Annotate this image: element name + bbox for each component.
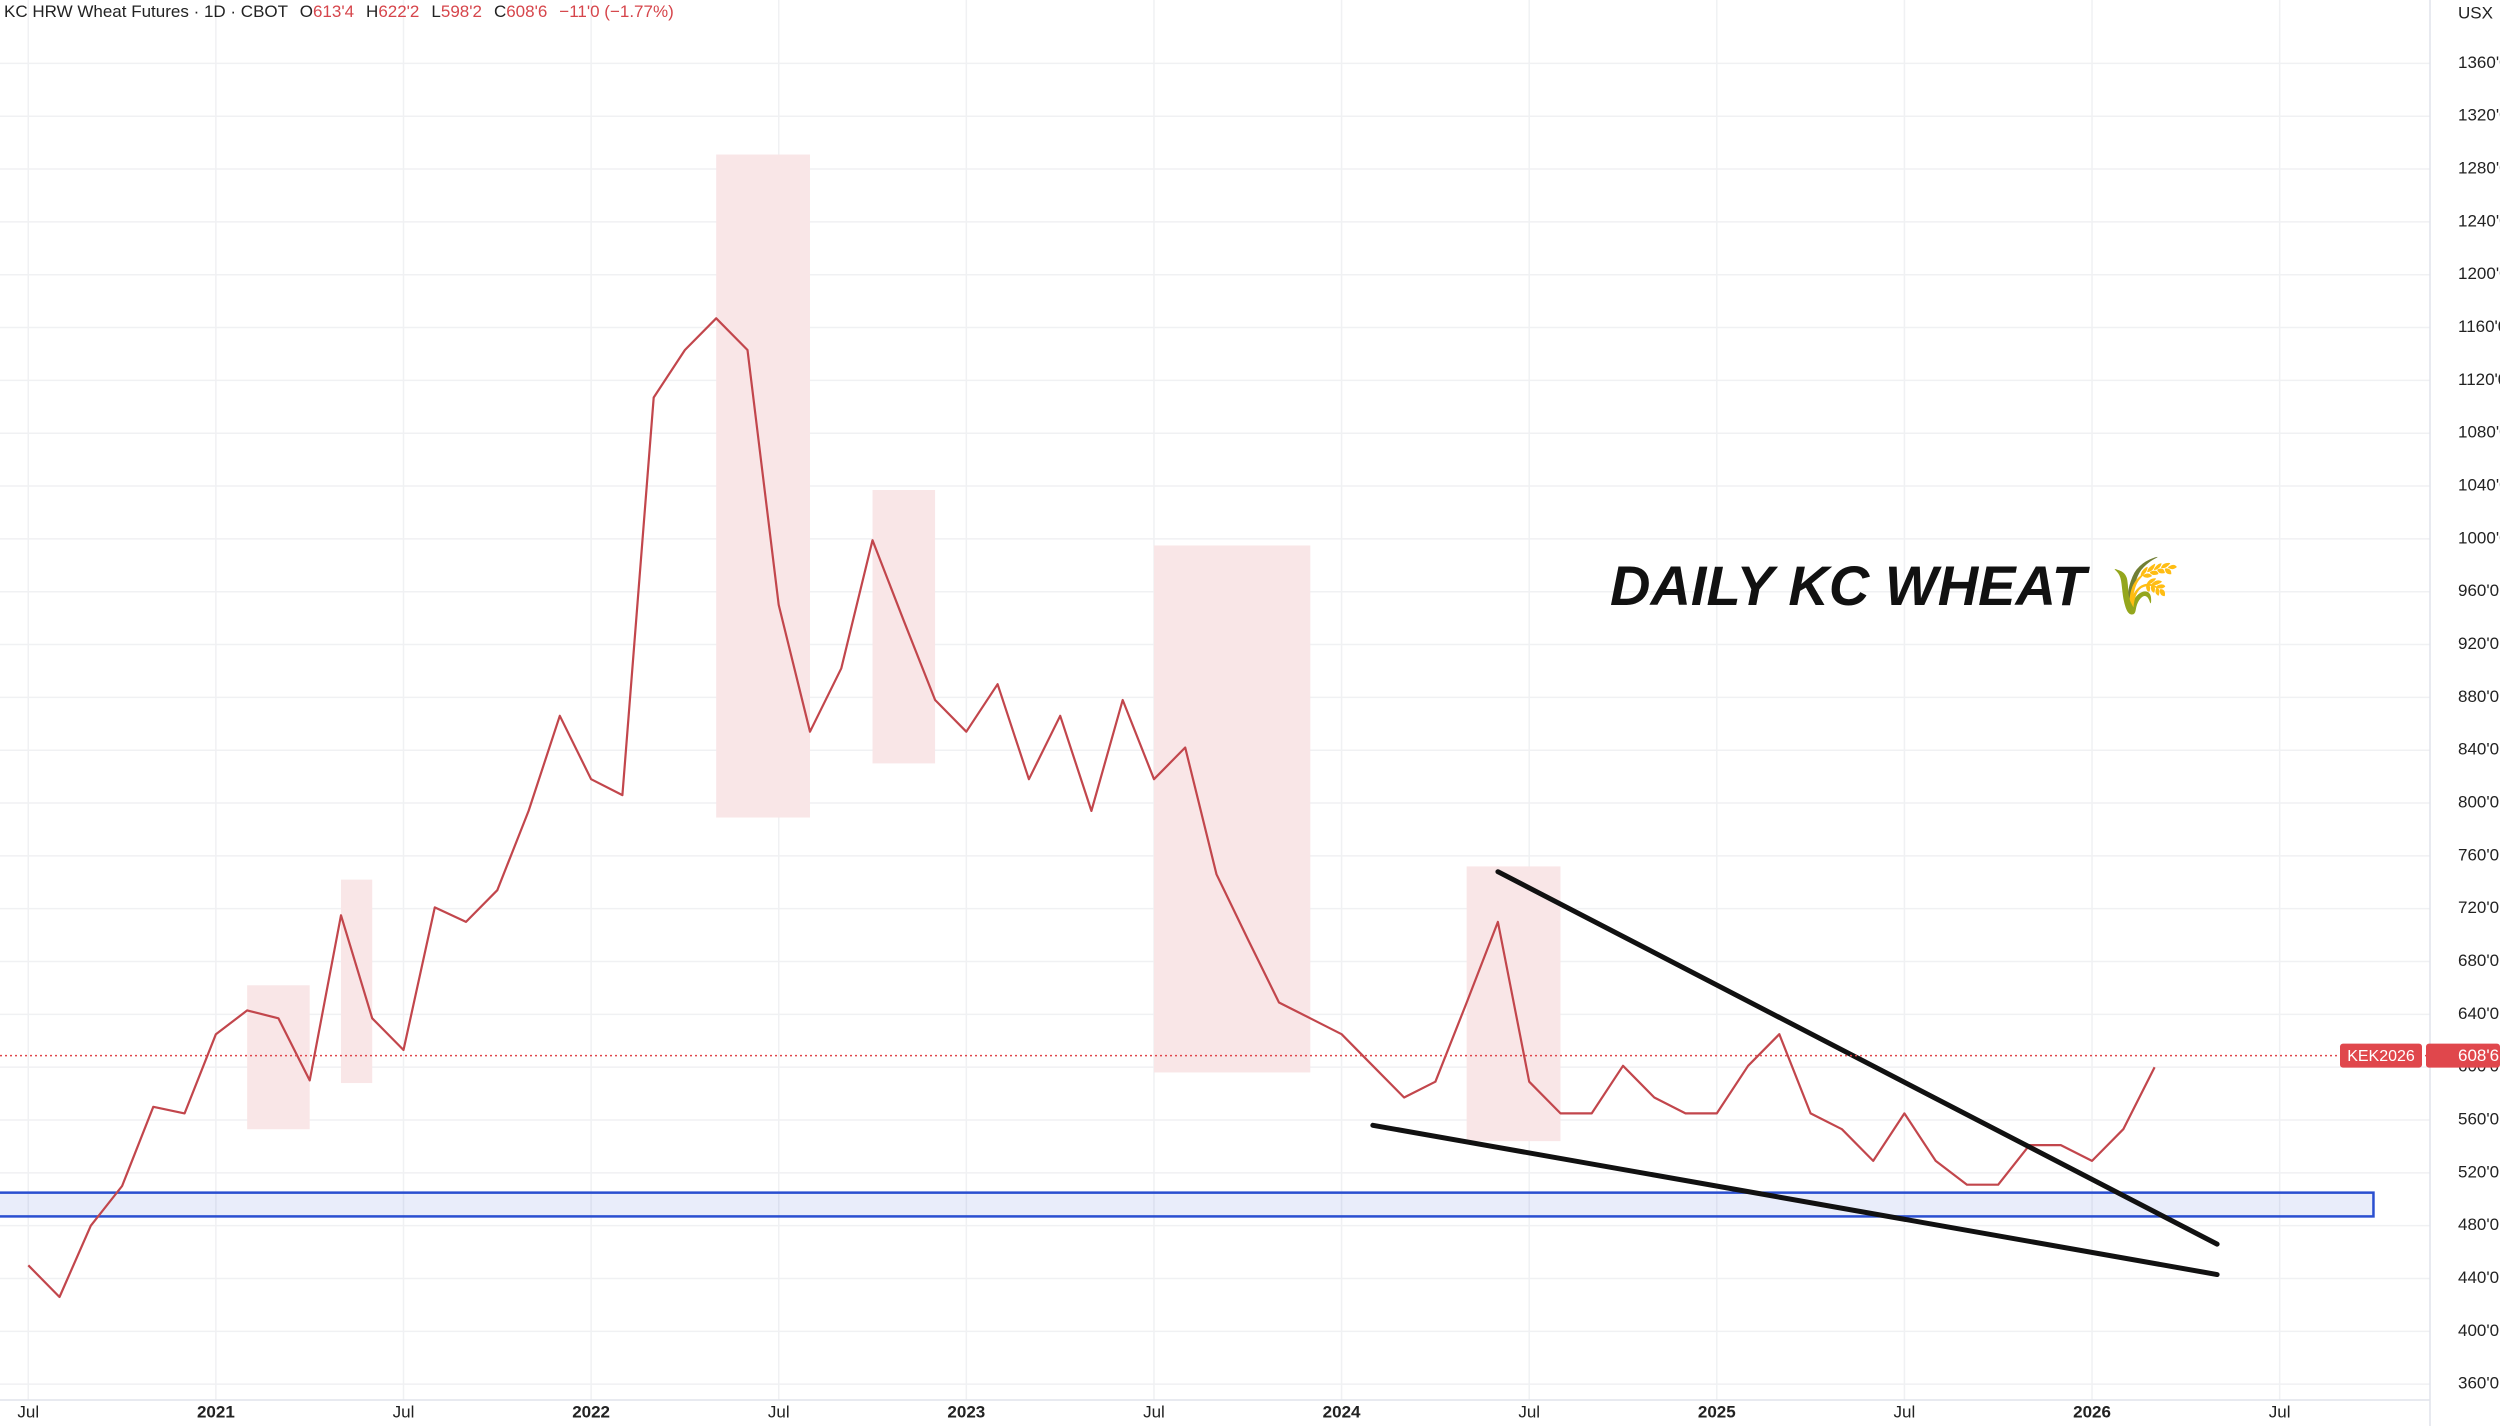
x-tick-label: Jul <box>1518 1402 1540 1421</box>
y-tick-label: 520'0 <box>2458 1162 2499 1181</box>
trendline <box>1495 869 2220 1247</box>
y-tick-label: 1080'0 <box>2458 423 2500 442</box>
symbol-box <box>2340 1043 2422 1068</box>
ohlc-value: 598'2 <box>441 2 482 21</box>
highlight-zone <box>340 879 373 1084</box>
x-tick-label: Jul <box>393 1402 415 1421</box>
y-tick-label: 440'0 <box>2458 1268 2499 1287</box>
highlight-zone <box>1153 545 1311 1073</box>
y-tick-label: 680'0 <box>2458 951 2499 970</box>
ohlc-key: H <box>366 2 378 21</box>
x-tick-label: 2026 <box>2073 1402 2111 1421</box>
y-tick-label: 360'0 <box>2458 1374 2499 1393</box>
y-tick-label: 920'0 <box>2458 634 2499 653</box>
ohlc-key: C <box>494 2 506 21</box>
y-tick-label: 400'0 <box>2458 1321 2499 1340</box>
y-tick-label: 1160'0 <box>2458 317 2500 336</box>
y-tick-label: 1000'0 <box>2458 528 2500 547</box>
y-tick-label: 1240'0 <box>2458 211 2500 230</box>
plot <box>0 317 2430 1299</box>
x-tick-label: Jul <box>1894 1402 1916 1421</box>
y-tick-label: 1120'0 <box>2458 370 2500 389</box>
price-line <box>27 317 2156 1299</box>
x-tick-label: 2024 <box>1323 1402 1361 1421</box>
y-tick-label: 800'0 <box>2458 793 2499 812</box>
ohlc-value: 622'2 <box>378 2 419 21</box>
y-tick-label: 840'0 <box>2458 740 2499 759</box>
y-tick-label: 480'0 <box>2458 1215 2499 1234</box>
x-tick-label: Jul <box>17 1402 39 1421</box>
y-tick-label: 880'0 <box>2458 687 2499 706</box>
y-tick-label: 1320'0 <box>2458 106 2500 125</box>
x-tick-label: Jul <box>768 1402 790 1421</box>
y-tick-label: 1360'0 <box>2458 53 2500 72</box>
trendline <box>1370 1122 2220 1278</box>
y-tick-label: 1280'0 <box>2458 159 2500 178</box>
y-tick-label: 1040'0 <box>2458 476 2500 495</box>
x-tick-label: 2025 <box>1698 1402 1736 1421</box>
header-title: KC HRW Wheat Futures · 1D · CBOT <box>4 2 288 21</box>
ohlc-value: 613'4 <box>313 2 354 21</box>
y-tick-label: 960'0 <box>2458 581 2499 600</box>
x-tick-label: 2022 <box>572 1402 610 1421</box>
ohlc-key: L <box>431 2 440 21</box>
symbol-label: KEK2026 <box>2347 1048 2415 1065</box>
x-tick-label: 2023 <box>947 1402 985 1421</box>
unit-label: USX <box>2458 3 2493 22</box>
y-tick-label: 720'0 <box>2458 898 2499 917</box>
axes: 360'0400'0440'0480'0520'0560'0600'0640'0… <box>17 53 2500 1421</box>
y-tick-label: 560'0 <box>2458 1109 2499 1128</box>
x-tick-label: 2021 <box>197 1402 235 1421</box>
y-tick-label: 1200'0 <box>2458 264 2500 283</box>
ohlc-key: O <box>300 2 313 21</box>
annotation: DAILY KC WHEAT 🌾 <box>1610 554 2181 617</box>
y-tick-label: 640'0 <box>2458 1004 2499 1023</box>
support-zone <box>0 1191 2375 1218</box>
x-tick-label: Jul <box>1143 1402 1165 1421</box>
highlight-zone <box>872 490 936 764</box>
chart-header: KC HRW Wheat Futures · 1D · CBOT O613'4 H6… <box>4 2 674 21</box>
x-tick-label: Jul <box>2269 1402 2291 1421</box>
ohlc-value: 608'6 <box>506 2 547 21</box>
y-tick-label: 760'0 <box>2458 845 2499 864</box>
last-price-label: 608'6 <box>2458 1046 2499 1065</box>
header-change: −11'0 (−1.77%) <box>559 2 673 21</box>
highlight-zone <box>247 985 310 1130</box>
price-box <box>2426 1043 2500 1068</box>
